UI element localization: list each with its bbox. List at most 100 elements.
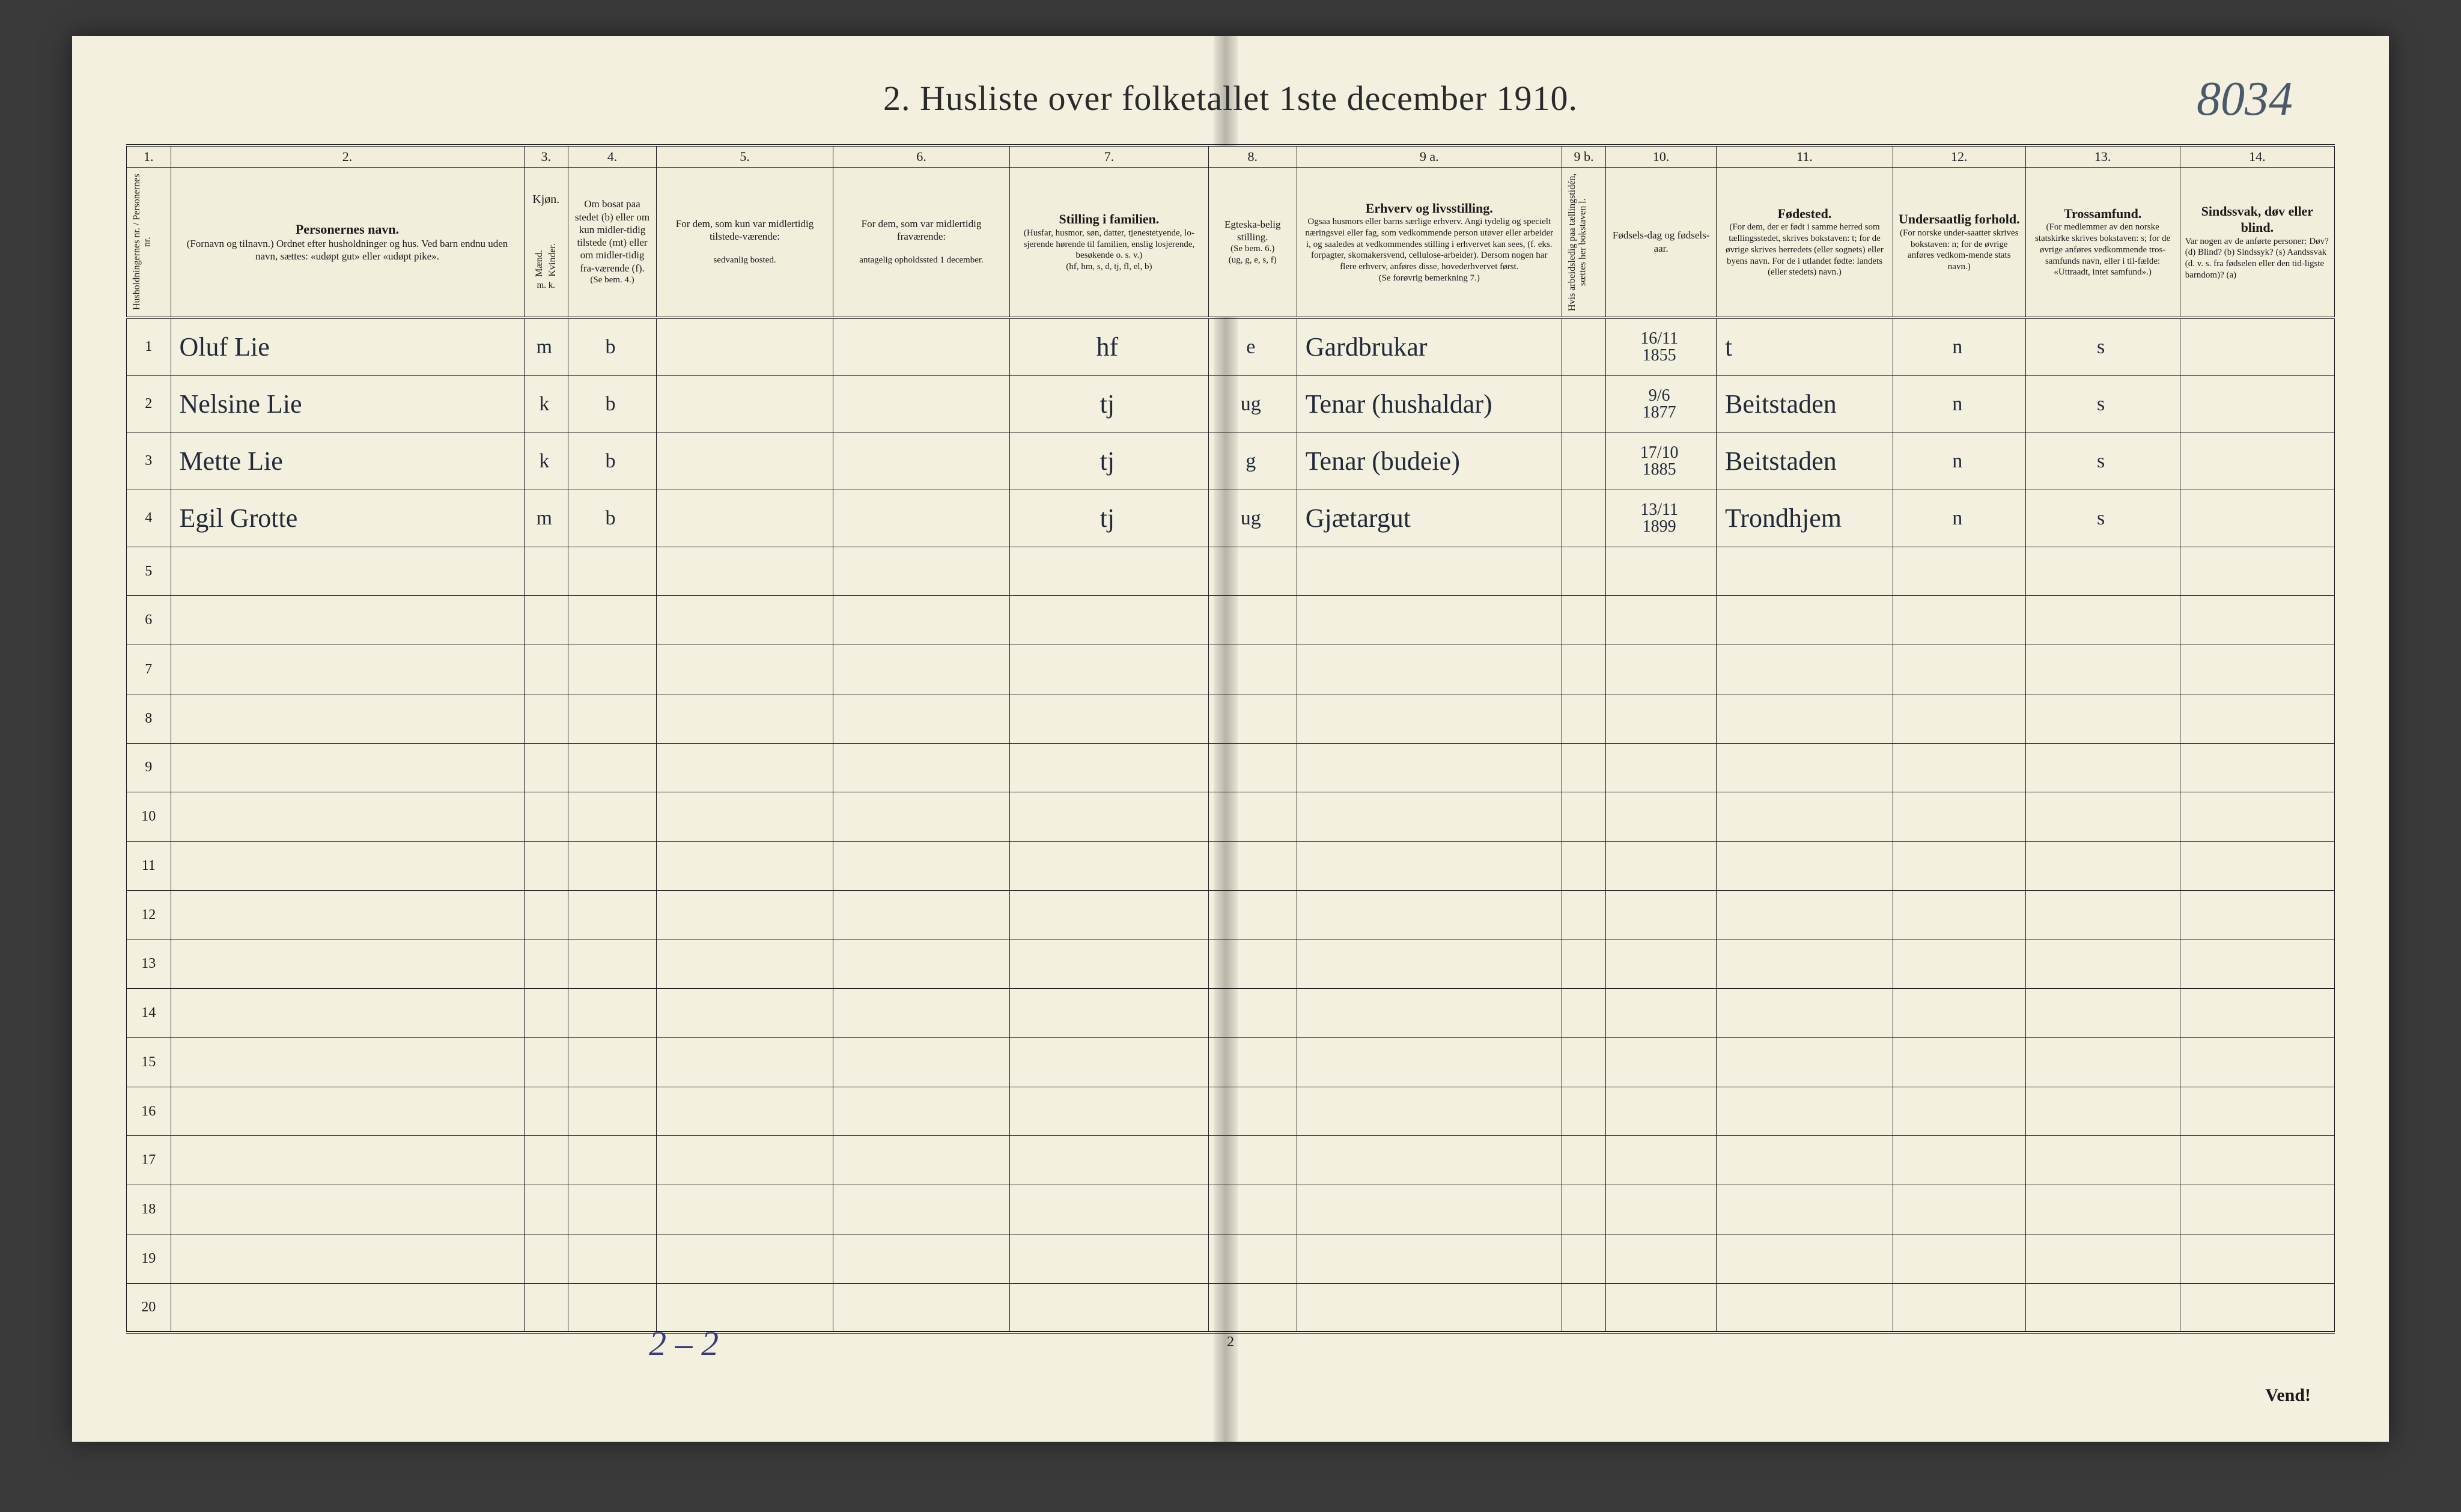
empty-cell [1010, 596, 1209, 645]
cell-col5 [657, 318, 833, 376]
empty-cell [1010, 1037, 1209, 1087]
col9a-head-sub: Ogsaa husmors eller barns særlige erhver… [1302, 216, 1557, 273]
empty-cell [1297, 645, 1562, 694]
empty-cell [2025, 743, 2180, 792]
empty-cell [833, 596, 1010, 645]
empty-cell [1562, 989, 1606, 1038]
empty-cell [1606, 1087, 1717, 1136]
empty-cell [1606, 1037, 1717, 1087]
empty-cell [1010, 890, 1209, 940]
corner-number: 8034 [2197, 72, 2293, 127]
cell-stilling: hf [1010, 318, 1209, 376]
cell-bosat: b [568, 490, 657, 547]
empty-cell [568, 890, 657, 940]
cell-erhverv: Gjætargut [1297, 490, 1562, 547]
empty-cell [1297, 694, 1562, 743]
col5-head: For dem, som kun var midlertidig tilsted… [657, 167, 833, 318]
column-number: 10. [1606, 145, 1717, 167]
cell-bosat: b [568, 318, 657, 376]
row-number: 7 [127, 645, 171, 694]
empty-cell [1297, 1087, 1562, 1136]
empty-cell [568, 547, 657, 596]
empty-cell [2180, 694, 2334, 743]
row-number: 11 [127, 842, 171, 891]
table-row-empty: 13 [127, 940, 2335, 989]
col7-head-sub: (Husfar, husmor, søn, datter, tjenestety… [1015, 228, 1203, 261]
empty-cell [2180, 645, 2334, 694]
empty-cell [2025, 1037, 2180, 1087]
col6-sub: antagelig opholdssted 1 december. [838, 255, 1005, 266]
empty-cell [657, 792, 833, 842]
table-row-empty: 8 [127, 694, 2335, 743]
empty-cell [1606, 596, 1717, 645]
empty-cell [568, 792, 657, 842]
empty-cell [833, 1283, 1010, 1332]
empty-cell [657, 1037, 833, 1087]
table-row: 2Nelsine LiekbtjugTenar (hushaldar)9/6 1… [127, 376, 2335, 433]
empty-cell [171, 1087, 524, 1136]
empty-cell [1562, 645, 1606, 694]
empty-cell [2180, 1283, 2334, 1332]
table-row-empty: 16 [127, 1087, 2335, 1136]
col3-foot: m. k. [529, 280, 564, 291]
empty-cell [1010, 1185, 1209, 1234]
cell-egte: e [1208, 318, 1297, 376]
col6-head-text: For dem, som var midlertidig fraværende: [838, 217, 1005, 243]
empty-cell [1297, 547, 1562, 596]
empty-cell [524, 1185, 568, 1234]
column-number-row: 1.2.3.4.5.6.7.8.9 a.9 b.10.11.12.13.14. [127, 145, 2335, 167]
column-number: 12. [1893, 145, 2026, 167]
empty-cell [657, 940, 833, 989]
empty-cell [657, 890, 833, 940]
cell-sinds [2180, 376, 2334, 433]
col4-foot: (Se bem. 4.) [573, 275, 651, 286]
empty-cell [1893, 792, 2026, 842]
empty-cell [524, 1087, 568, 1136]
col10-head-text: Fødsels-dag og fødsels-aar. [1611, 229, 1711, 255]
empty-cell [1717, 743, 1893, 792]
table-row-empty: 9 [127, 743, 2335, 792]
empty-cell [1562, 743, 1606, 792]
cell-col6 [833, 490, 1010, 547]
column-number: 14. [2180, 145, 2334, 167]
empty-cell [171, 792, 524, 842]
cell-col5 [657, 490, 833, 547]
cell-fodested: Beitstaden [1717, 433, 1893, 490]
col3-head-text: Kjøn. [529, 192, 564, 207]
col8-sub: (Se bem. 6.) [1214, 243, 1292, 255]
empty-cell [568, 1234, 657, 1283]
empty-cell [1208, 1136, 1297, 1185]
empty-cell [1606, 547, 1717, 596]
table-row-empty: 7 [127, 645, 2335, 694]
census-table: 1.2.3.4.5.6.7.8.9 a.9 b.10.11.12.13.14. … [126, 144, 2335, 1334]
empty-cell [1562, 940, 1606, 989]
empty-cell [833, 890, 1010, 940]
empty-cell [657, 743, 833, 792]
col9a-foot: (Se forøvrig bemerkning 7.) [1302, 273, 1557, 284]
empty-cell [171, 1037, 524, 1087]
empty-cell [1606, 940, 1717, 989]
empty-cell [1717, 596, 1893, 645]
empty-cell [1010, 940, 1209, 989]
page-number-bottom: 2 [1227, 1334, 1234, 1350]
table-row-empty: 20 [127, 1283, 2335, 1332]
cell-fodested: Beitstaden [1717, 376, 1893, 433]
empty-cell [2025, 1234, 2180, 1283]
col4-head-text: Om bosat paa stedet (b) eller om kun mid… [573, 198, 651, 275]
empty-cell [1208, 743, 1297, 792]
empty-cell [1717, 1185, 1893, 1234]
empty-cell [1893, 547, 2026, 596]
empty-cell [1297, 1136, 1562, 1185]
empty-cell [833, 1087, 1010, 1136]
empty-cell [1010, 792, 1209, 842]
empty-cell [568, 1037, 657, 1087]
col11-head: Fødested. (For dem, der er født i samme … [1717, 167, 1893, 318]
empty-cell [524, 989, 568, 1038]
empty-cell [568, 694, 657, 743]
empty-cell [1893, 1185, 2026, 1234]
empty-cell [1606, 1185, 1717, 1234]
cell-erhverv: Tenar (budeie) [1297, 433, 1562, 490]
empty-cell [1010, 1234, 1209, 1283]
col5-sub: sedvanlig bosted. [662, 255, 828, 266]
empty-cell [1297, 596, 1562, 645]
